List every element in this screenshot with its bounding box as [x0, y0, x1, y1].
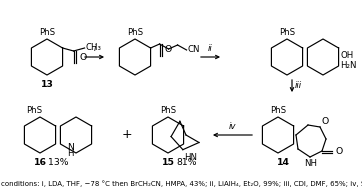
- Text: PhS: PhS: [160, 106, 176, 115]
- Text: 81%: 81%: [176, 158, 197, 167]
- Text: PhS: PhS: [279, 28, 295, 37]
- Text: H: H: [67, 149, 74, 158]
- Text: i: i: [93, 44, 96, 53]
- Text: PhS: PhS: [127, 28, 143, 37]
- Text: 15: 15: [161, 158, 174, 167]
- Text: 13: 13: [41, 80, 54, 89]
- Text: PhS: PhS: [39, 28, 55, 37]
- Text: Reagents and conditions: i, LDA, THF, −78 °C then BrCH₂CN, HMPA, 43%; ii, LiAlH₄: Reagents and conditions: i, LDA, THF, −7…: [0, 180, 362, 187]
- Text: +: +: [122, 129, 132, 142]
- Text: 14: 14: [277, 158, 290, 167]
- Text: 13%: 13%: [48, 158, 68, 167]
- Text: O: O: [80, 52, 87, 61]
- Text: O: O: [335, 147, 342, 157]
- Text: CN: CN: [188, 45, 200, 54]
- Text: H₂N: H₂N: [341, 61, 357, 71]
- Text: OH: OH: [341, 51, 354, 60]
- Text: iii: iii: [295, 82, 302, 90]
- Text: CH₃: CH₃: [85, 43, 102, 52]
- Text: PhS: PhS: [270, 106, 286, 115]
- Text: iv: iv: [229, 122, 236, 131]
- Text: O: O: [165, 45, 172, 54]
- Text: NH: NH: [304, 159, 317, 168]
- Text: O: O: [322, 117, 329, 126]
- Text: HN: HN: [184, 153, 197, 162]
- Text: PhS: PhS: [26, 106, 43, 115]
- Text: N: N: [67, 143, 74, 152]
- Text: 16: 16: [34, 158, 46, 167]
- Text: ii: ii: [208, 44, 213, 53]
